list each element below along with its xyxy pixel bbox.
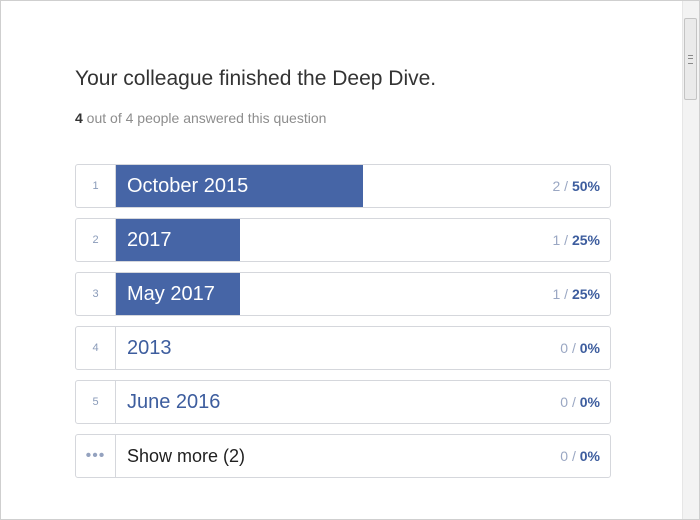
answered-summary-text: out of 4 people answered this question [82, 110, 327, 126]
answer-rank: 2 [76, 219, 116, 261]
answer-bar [116, 165, 363, 207]
answer-row-5[interactable]: 5 June 2016 0 / 0% [75, 380, 611, 424]
answer-count: 0 [560, 394, 569, 410]
answer-separator: / [560, 178, 572, 194]
answer-stats: 1 / 25% [553, 219, 601, 261]
answer-percent: 25% [571, 286, 600, 302]
answer-separator: / [568, 340, 580, 356]
show-more-separator: / [568, 448, 580, 464]
answer-separator: / [560, 286, 572, 302]
answer-stats: 1 / 25% [553, 273, 601, 315]
question-title: Your colleague finished the Deep Dive. [75, 67, 437, 90]
answer-percent: 0% [579, 394, 600, 410]
answer-rank: 5 [76, 381, 116, 423]
show-more-percent: 0% [579, 448, 600, 464]
show-more-label: Show more (2) [127, 446, 246, 466]
answer-stats: 0 / 0% [560, 381, 600, 423]
answer-row-2[interactable]: 2 2017 1 / 25% [75, 218, 611, 262]
answer-bar [116, 273, 240, 315]
answer-percent: 0% [579, 340, 600, 356]
answer-list: 1 October 2015 2 / 50% 2 2017 1 / 25% 3 … [75, 164, 611, 488]
answer-stats: 2 / 50% [553, 165, 601, 207]
show-more-count: 0 [560, 448, 569, 464]
answer-rank: 1 [76, 165, 116, 207]
answer-stats: 0 / 0% [560, 327, 600, 369]
answer-label: October 2015 [127, 175, 249, 197]
vertical-scrollbar[interactable] [682, 1, 699, 519]
answer-rank: 4 [76, 327, 116, 369]
answer-row-3[interactable]: 3 May 2017 1 / 25% [75, 272, 611, 316]
answer-rank: 3 [76, 273, 116, 315]
answer-percent: 25% [571, 232, 600, 248]
answer-label: May 2017 [127, 283, 215, 305]
answer-count: 1 [552, 286, 561, 302]
answer-label: 2013 [127, 337, 172, 359]
answer-label: 2017 [127, 229, 172, 251]
answer-label: June 2016 [127, 391, 221, 413]
answer-row-4[interactable]: 4 2013 0 / 0% [75, 326, 611, 370]
show-more-stats: 0 / 0% [560, 435, 600, 477]
answer-separator: / [560, 232, 572, 248]
answer-count: 0 [560, 340, 569, 356]
scrollbar-thumb[interactable] [684, 18, 697, 100]
answer-row-1[interactable]: 1 October 2015 2 / 50% [75, 164, 611, 208]
answered-count: 4 [75, 110, 83, 126]
answer-percent: 50% [571, 178, 600, 194]
show-more-button[interactable]: ••• Show more (2) 0 / 0% [75, 434, 611, 478]
answer-separator: / [568, 394, 580, 410]
answer-bar [116, 219, 240, 261]
answer-count: 1 [552, 232, 561, 248]
response-summary: 4 out of 4 people answered this question [75, 110, 326, 126]
more-dots-icon: ••• [76, 435, 116, 477]
scrollbar-grip-icon [688, 55, 693, 64]
answer-count: 2 [552, 178, 561, 194]
